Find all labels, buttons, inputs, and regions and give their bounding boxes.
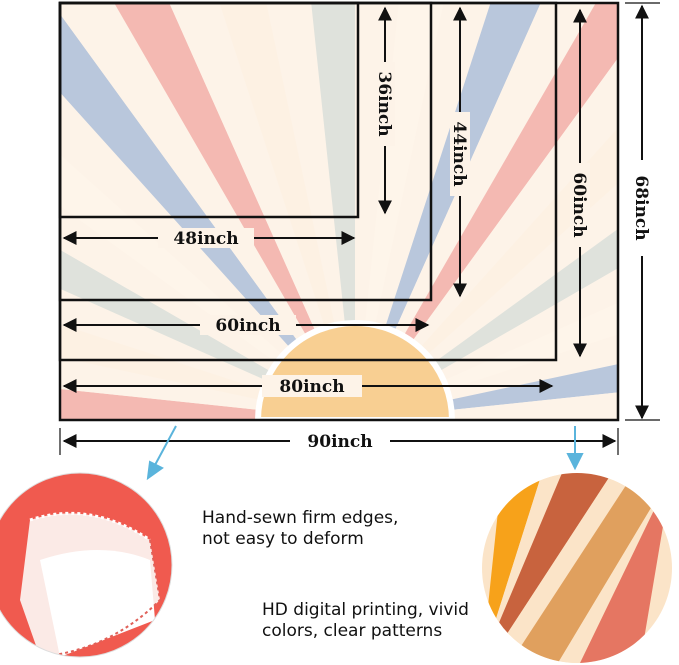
printing-feature-text: HD digital printing, vivid colors, clear… bbox=[262, 600, 469, 641]
width-90-label: 90inch bbox=[307, 432, 372, 452]
print-stripe bbox=[482, 473, 612, 663]
height-36-label: 36inch bbox=[374, 71, 394, 136]
sun-ray bbox=[355, 183, 618, 420]
sun-ray bbox=[169, 3, 355, 420]
sun-ray bbox=[219, 3, 355, 420]
callout-pointers bbox=[146, 425, 584, 481]
print-stripe bbox=[510, 473, 672, 663]
sun-ray bbox=[114, 3, 355, 420]
height-44-label: 44inch bbox=[449, 121, 469, 186]
height-68-label: 68inch bbox=[631, 175, 651, 240]
frame-48x36 bbox=[58, 1, 360, 219]
height-60-label: 60inch bbox=[569, 172, 589, 237]
sun-ray bbox=[266, 3, 355, 420]
sun-ray bbox=[60, 324, 355, 420]
sun-ray bbox=[355, 3, 444, 420]
edge-detail-image bbox=[0, 473, 172, 657]
size-frames bbox=[58, 1, 620, 422]
sun-ray bbox=[311, 3, 355, 420]
print-stripe bbox=[558, 473, 672, 663]
print-stripe bbox=[580, 473, 672, 663]
print-stripe bbox=[488, 473, 634, 663]
sunburst-artwork bbox=[60, 3, 618, 420]
sun-ray bbox=[60, 205, 355, 420]
edges-feature-text: Hand-sewn firm edges, not easy to deform bbox=[202, 508, 399, 549]
width-80-label: 80inch bbox=[279, 377, 344, 397]
print-detail-image bbox=[482, 473, 672, 663]
sun-ray bbox=[355, 268, 618, 420]
width-60-label: 60inch bbox=[215, 316, 280, 336]
sun-ray bbox=[355, 364, 618, 420]
sun-ray bbox=[355, 3, 618, 420]
width-48-label: 48inch bbox=[173, 229, 238, 249]
